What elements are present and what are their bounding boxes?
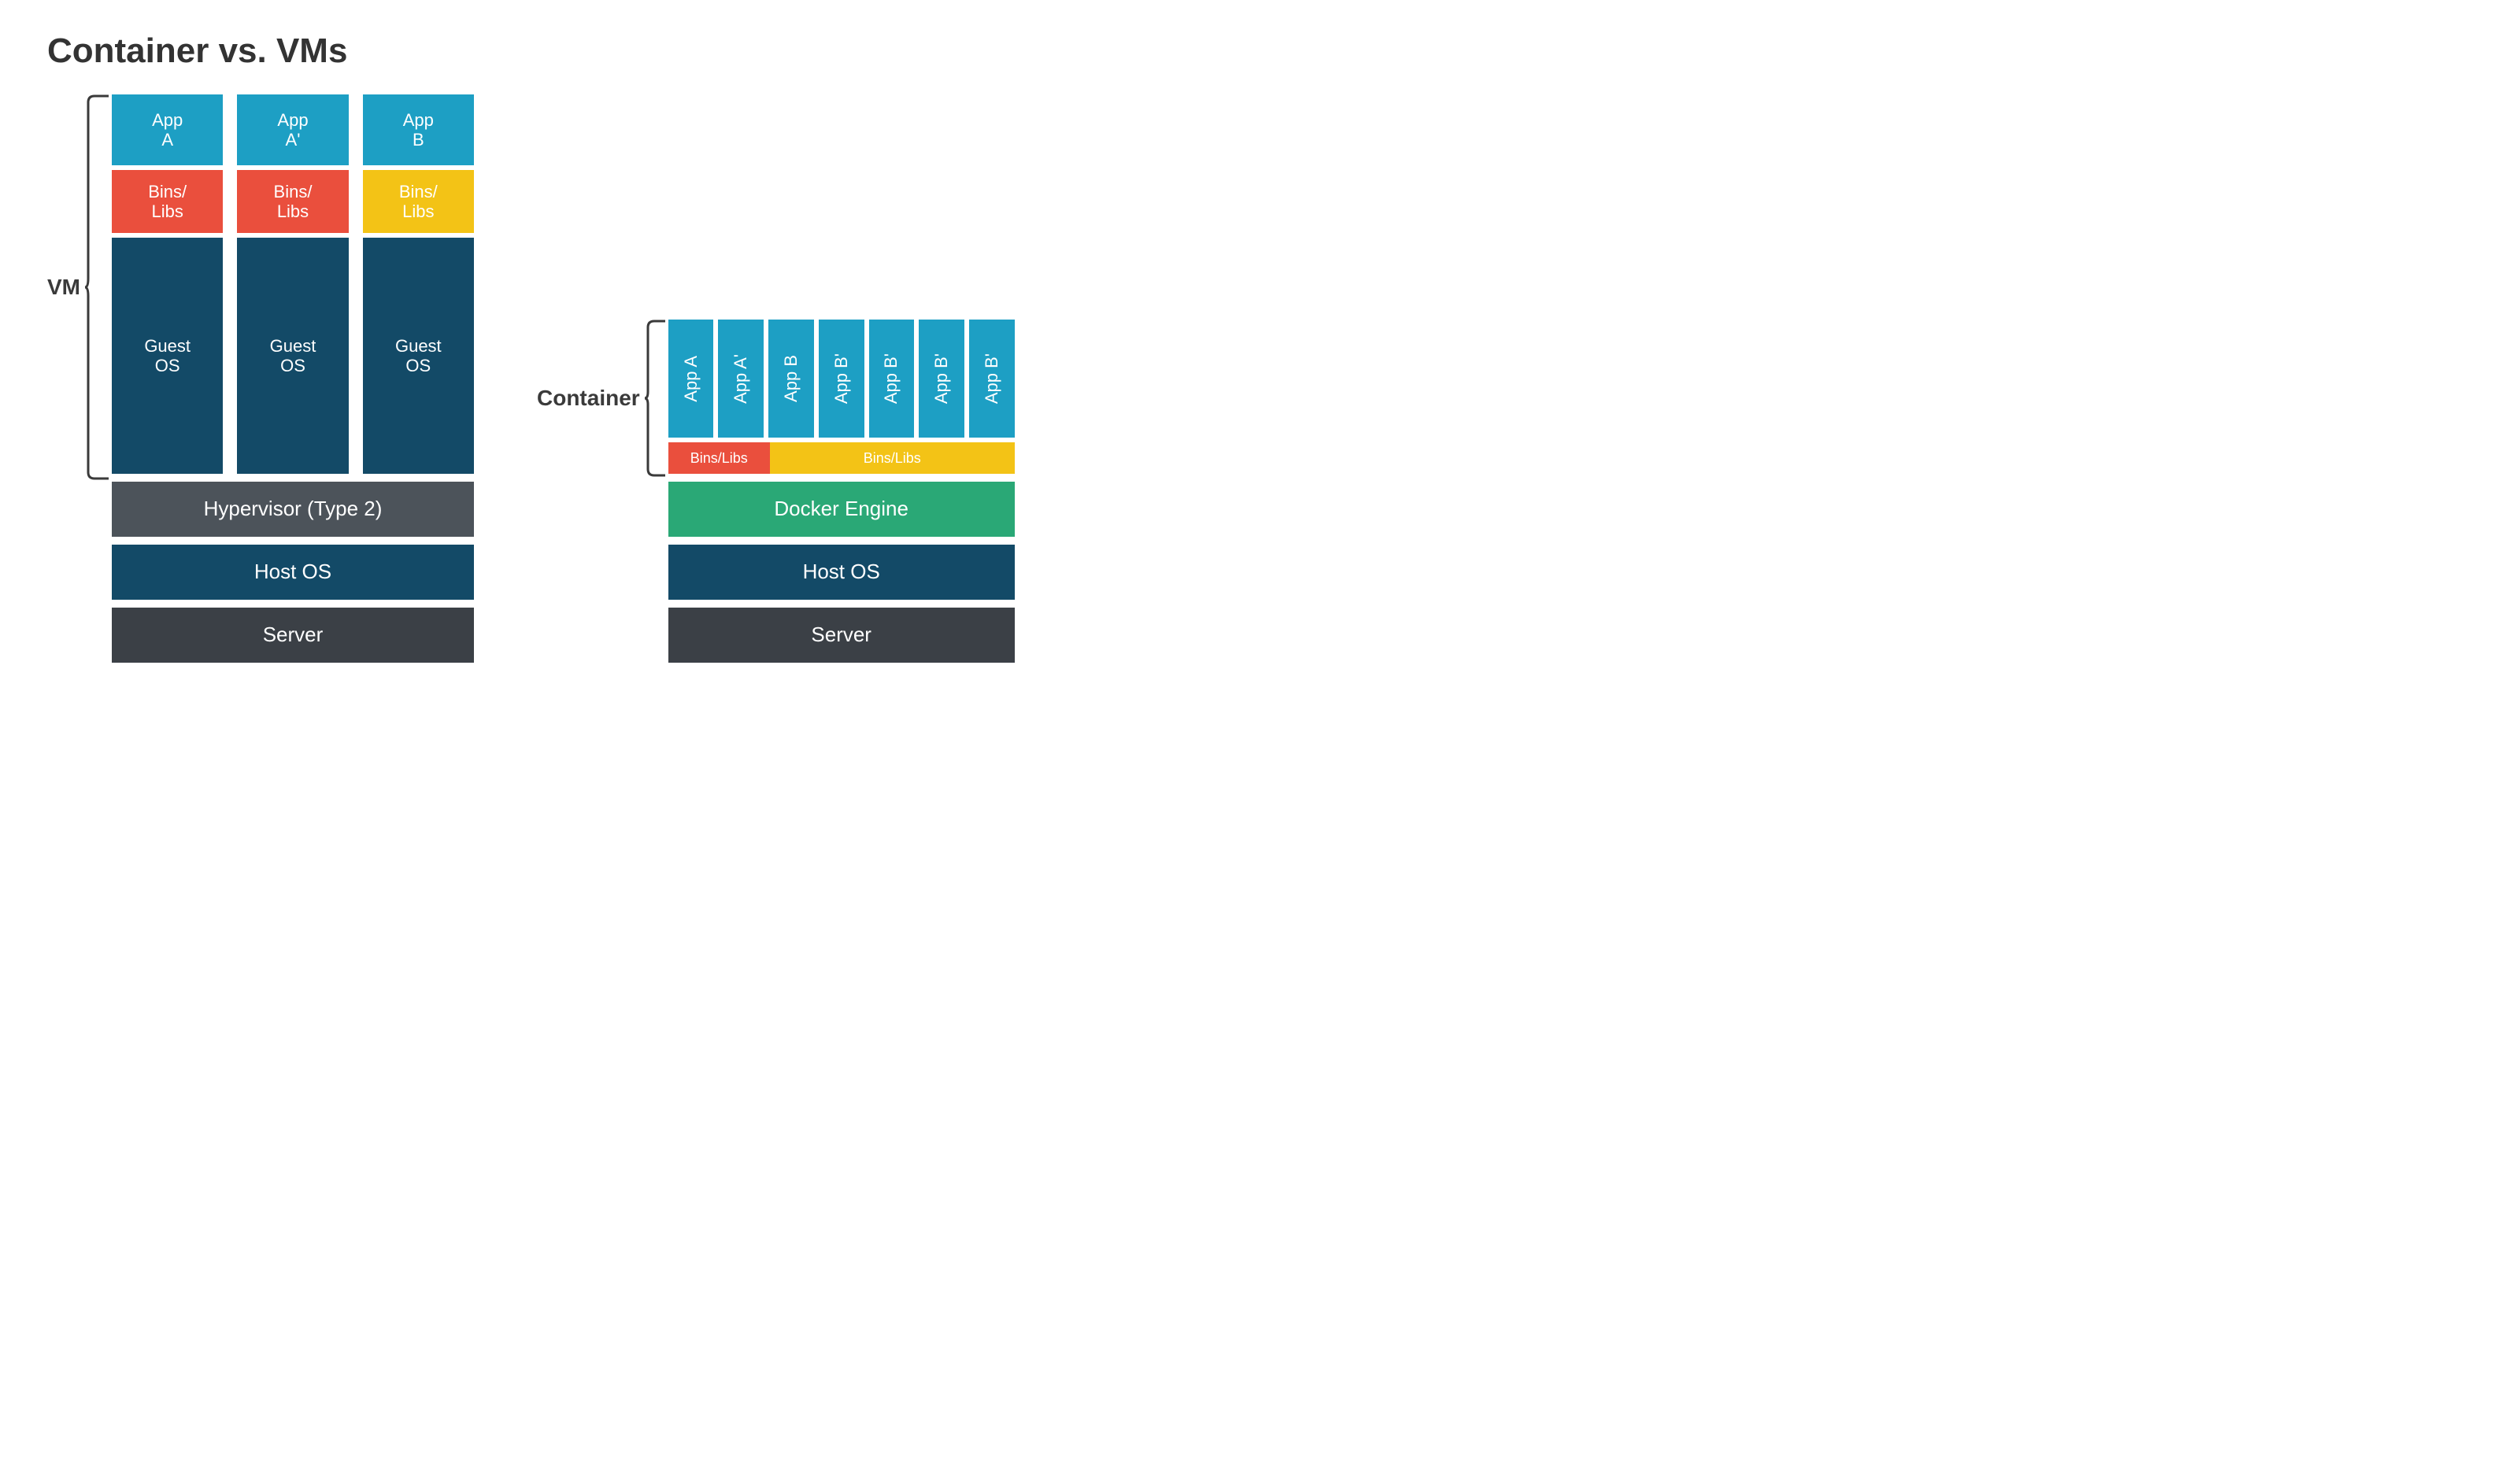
vm-base-layers: Hypervisor (Type 2) Host OS Server: [112, 482, 474, 663]
container-base-layer: Server: [668, 608, 1015, 663]
vm-base-layer: Hypervisor (Type 2): [112, 482, 474, 537]
vm-guest-os-box: Guest OS: [363, 238, 474, 474]
vm-bins-box: Bins/ Libs: [112, 170, 223, 233]
vm-columns: App ABins/ LibsGuest OSApp A'Bins/ LibsG…: [112, 94, 474, 474]
container-app-box: App A: [668, 320, 714, 438]
container-app-label: App B': [982, 353, 1002, 404]
vm-base-layer: Host OS: [112, 545, 474, 600]
container-bins-row: Bins/LibsBins/Libs: [668, 442, 1015, 474]
container-app-box: App B': [919, 320, 964, 438]
container-apps-row: App A App A' App B App B' App B' App B' App B': [668, 320, 1015, 438]
vm-bracket-icon: [85, 94, 112, 480]
vm-bins-box: Bins/ Libs: [237, 170, 348, 233]
vm-guest-os-box: Guest OS: [112, 238, 223, 474]
container-app-box: App A': [718, 320, 764, 438]
container-app-label: App B': [881, 353, 901, 404]
vm-guest-os-box: Guest OS: [237, 238, 348, 474]
vm-app-box: App A': [237, 94, 348, 165]
container-app-box: App B': [969, 320, 1015, 438]
vm-bins-box: Bins/ Libs: [363, 170, 474, 233]
page-title: Container vs. VMs: [47, 31, 2473, 71]
vm-app-box: App B: [363, 94, 474, 165]
container-app-box: App B: [768, 320, 814, 438]
container-app-label: App A: [681, 356, 701, 402]
container-app-box: App B': [819, 320, 864, 438]
container-app-box: App B': [869, 320, 915, 438]
container-label: Container: [537, 386, 640, 411]
container-bracket-icon: [645, 320, 668, 477]
container-app-label: App B: [781, 355, 801, 402]
diagram: VM App ABins/ LibsGuest OSApp A'Bins/ Li…: [47, 94, 2473, 663]
container-section: Container App AApp A'App BApp B'App B'Ap…: [537, 320, 1015, 663]
container-base-layers: Docker Engine Host OS Server: [668, 482, 1015, 663]
container-base-layer: Docker Engine: [668, 482, 1015, 537]
vm-column: App ABins/ LibsGuest OS: [112, 94, 223, 474]
vm-column: App A'Bins/ LibsGuest OS: [237, 94, 348, 474]
container-stack: App A App A' App B App B' App B' App B' App B'…: [668, 320, 1015, 663]
container-base-layer: Host OS: [668, 545, 1015, 600]
container-app-label: App B': [931, 353, 952, 404]
vm-column: App BBins/ LibsGuest OS: [363, 94, 474, 474]
vm-base-layer: Server: [112, 608, 474, 663]
container-app-label: App A': [731, 354, 751, 404]
vm-stack: App ABins/ LibsGuest OSApp A'Bins/ LibsG…: [112, 94, 474, 663]
vm-section: VM App ABins/ LibsGuest OSApp A'Bins/ Li…: [47, 94, 474, 663]
container-app-label: App B': [831, 353, 852, 404]
vm-app-box: App A: [112, 94, 223, 165]
vm-label: VM: [47, 275, 80, 300]
container-bins-box: Bins/Libs: [770, 442, 1015, 474]
container-bins-box: Bins/Libs: [668, 442, 770, 474]
